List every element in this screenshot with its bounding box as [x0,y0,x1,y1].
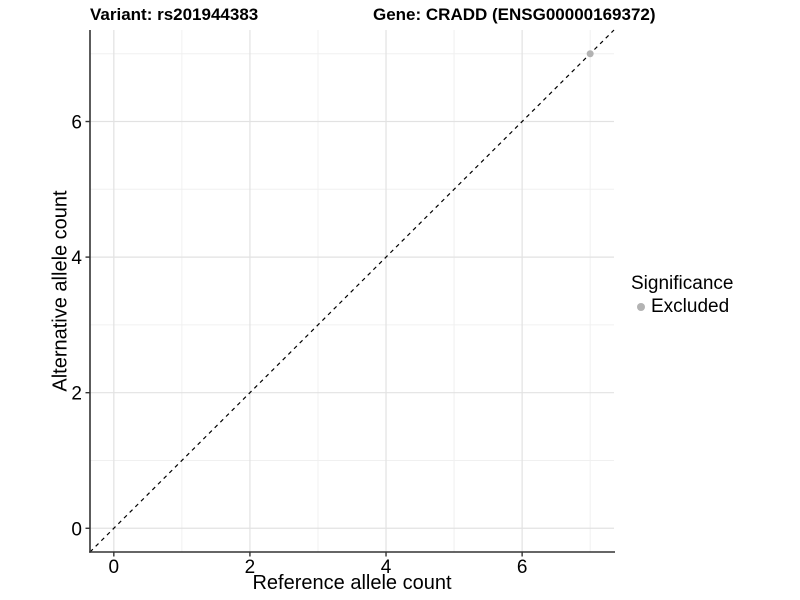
data-point-excluded [586,50,594,58]
legend-title: Significance [631,273,734,294]
x-tick-label: 0 [109,557,120,578]
legend: Significance Excluded [631,272,733,318]
plot-title-gene: Gene: CRADD (ENSG00000169372) [373,5,656,24]
legend-item-excluded: Excluded [631,295,733,318]
identity-line [89,29,615,553]
plot-title-variant: Variant: rs201944383 [90,5,259,24]
x-tick-label: 4 [381,557,392,578]
y-tick-label: 4 [71,248,82,269]
x-axis-title: Reference allele count [252,572,452,594]
y-axis-title: Alternative allele count [49,190,72,392]
legend-key-dot-icon [637,302,645,311]
y-tick-label: 0 [71,519,82,540]
x-tick-label: 2 [245,557,256,578]
x-tick-label: 6 [517,557,528,578]
y-tick-label: 6 [71,113,82,134]
legend-item-label: Excluded [651,296,730,317]
y-tick-label: 2 [71,384,82,405]
